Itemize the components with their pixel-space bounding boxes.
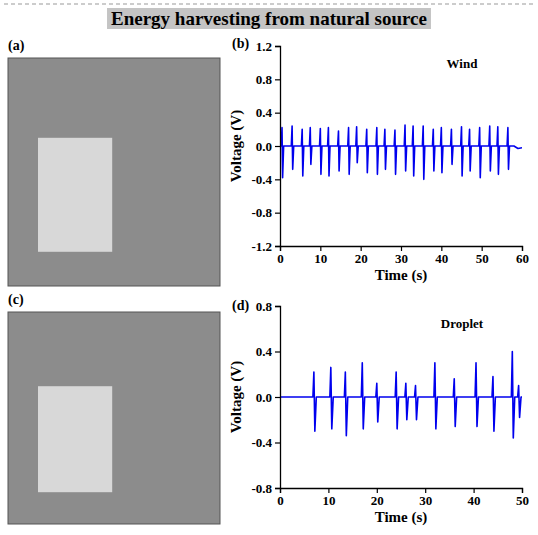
photo-placeholder xyxy=(8,58,220,286)
plot-area xyxy=(280,352,522,438)
y-tick-label: 1.2 xyxy=(256,39,272,54)
x-tick-label: 30 xyxy=(419,493,432,508)
y-tick-mark xyxy=(275,179,280,180)
y-tick: 0.4 xyxy=(256,344,280,359)
y-tick-mark xyxy=(275,306,280,307)
y-tick-mark xyxy=(275,246,280,247)
y-tick: -0.8 xyxy=(251,205,280,220)
y-tick-mark xyxy=(275,442,280,443)
y-tick-label: 0.4 xyxy=(256,105,273,120)
y-tick-label: 0.0 xyxy=(256,139,272,154)
y-tick: -0.4 xyxy=(251,172,280,187)
title: Energy harvesting from natural source xyxy=(111,8,427,29)
figure: Energy harvesting from natural source (a)… xyxy=(0,0,538,535)
x-tick-label: 20 xyxy=(355,251,368,266)
y-tick-label: 0.8 xyxy=(256,72,273,87)
x-tick-label: 0 xyxy=(277,251,284,266)
x-tick-label: 30 xyxy=(395,251,408,266)
x-tick-label: 0 xyxy=(277,493,284,508)
x-tick: 0 xyxy=(277,246,284,266)
photo-placeholder-detail xyxy=(38,386,112,492)
y-tick-label: 0.0 xyxy=(256,390,272,405)
voltage-line xyxy=(280,352,522,438)
x-tick-label: 40 xyxy=(468,493,481,508)
y-tick-label: 0.4 xyxy=(256,344,273,359)
y-axis-line xyxy=(275,307,281,489)
y-tick-mark xyxy=(275,79,280,80)
y-tick-mark xyxy=(275,213,280,214)
y-tick-mark xyxy=(275,113,280,114)
x-axis-line xyxy=(281,489,523,494)
y-tick: 0.8 xyxy=(256,72,280,87)
y-axis: -0.8 -0.4 0.0 0.4 0.8 xyxy=(251,299,280,496)
y-tick: -1.2 xyxy=(251,239,280,254)
y-tick: 0.4 xyxy=(256,105,280,120)
y-tick: -0.8 xyxy=(251,481,280,496)
y-tick-label: -1.2 xyxy=(251,239,272,254)
y-tick-label: -0.8 xyxy=(251,481,272,496)
panel-label: (b) xyxy=(232,36,249,52)
x-tick-label: 50 xyxy=(476,251,489,266)
annotation: Droplet xyxy=(441,316,484,331)
x-tick: 40 xyxy=(468,488,481,508)
photo-placeholder xyxy=(8,312,220,524)
x-tick: 10 xyxy=(314,246,327,266)
y-tick-label: 0.8 xyxy=(256,299,273,314)
x-tick-label: 60 xyxy=(516,251,529,266)
x-tick: 20 xyxy=(355,246,368,266)
y-tick: 0.0 xyxy=(256,390,280,405)
y-tick-label: -0.8 xyxy=(251,205,272,220)
y-axis: -1.2 -0.8 -0.4 0.0 0.4 0.8 1.2 xyxy=(251,39,280,254)
y-tick-mark xyxy=(275,397,280,398)
y-tick: 0.8 xyxy=(256,299,280,314)
x-tick: 50 xyxy=(476,246,489,266)
x-tick-label: 10 xyxy=(314,251,327,266)
x-tick: 0 xyxy=(277,488,284,508)
x-axis: 0 10 20 30 40 50 60 xyxy=(277,246,529,266)
x-tick: 30 xyxy=(395,246,408,266)
x-tick-label: 40 xyxy=(435,251,448,266)
y-tick-mark xyxy=(275,488,280,489)
panel-label: (d) xyxy=(232,298,249,314)
chart: (d) 0 10 20 30 40 50 -0.8 -0.4 0.0 0.4 0.8 Time (s) V… xyxy=(228,298,529,526)
x-tick-label: 10 xyxy=(322,493,335,508)
panel-label: (a) xyxy=(8,38,25,54)
y-tick-mark xyxy=(275,351,280,352)
x-tick: 60 xyxy=(516,246,529,266)
photo-placeholder-detail xyxy=(38,138,112,252)
y-tick-label: -0.4 xyxy=(251,172,272,187)
y-axis-title: Voltage (V) xyxy=(228,110,245,182)
y-axis-line xyxy=(275,47,281,247)
panel-label: (c) xyxy=(8,292,24,308)
y-tick: -0.4 xyxy=(251,435,280,450)
x-axis: 0 10 20 30 40 50 xyxy=(277,488,529,508)
y-tick-label: -0.4 xyxy=(251,435,272,450)
top-rule xyxy=(4,4,534,5)
annotation: Wind xyxy=(447,56,479,71)
y-axis-title: Voltage (V) xyxy=(228,361,245,433)
y-tick: 1.2 xyxy=(256,39,280,54)
title-background xyxy=(107,8,431,29)
chart: (b) 0 10 20 30 40 50 60 -1.2 -0.8 -0.4 0.0 0.4 0.8 1.2… xyxy=(228,36,529,284)
title-group: Energy harvesting from natural source xyxy=(107,8,431,29)
x-tick: 50 xyxy=(516,488,529,508)
y-tick-mark xyxy=(275,146,280,147)
plot-area xyxy=(280,125,522,179)
y-tick-mark xyxy=(275,46,280,47)
x-tick: 10 xyxy=(322,488,335,508)
voltage-line xyxy=(280,125,522,179)
x-tick: 40 xyxy=(435,246,448,266)
x-tick: 20 xyxy=(371,488,384,508)
x-tick-label: 20 xyxy=(371,493,384,508)
x-axis-title: Time (s) xyxy=(375,509,428,526)
x-tick: 30 xyxy=(419,488,432,508)
x-tick-label: 50 xyxy=(516,493,529,508)
x-axis-title: Time (s) xyxy=(375,267,428,284)
y-tick: 0.0 xyxy=(256,139,280,154)
